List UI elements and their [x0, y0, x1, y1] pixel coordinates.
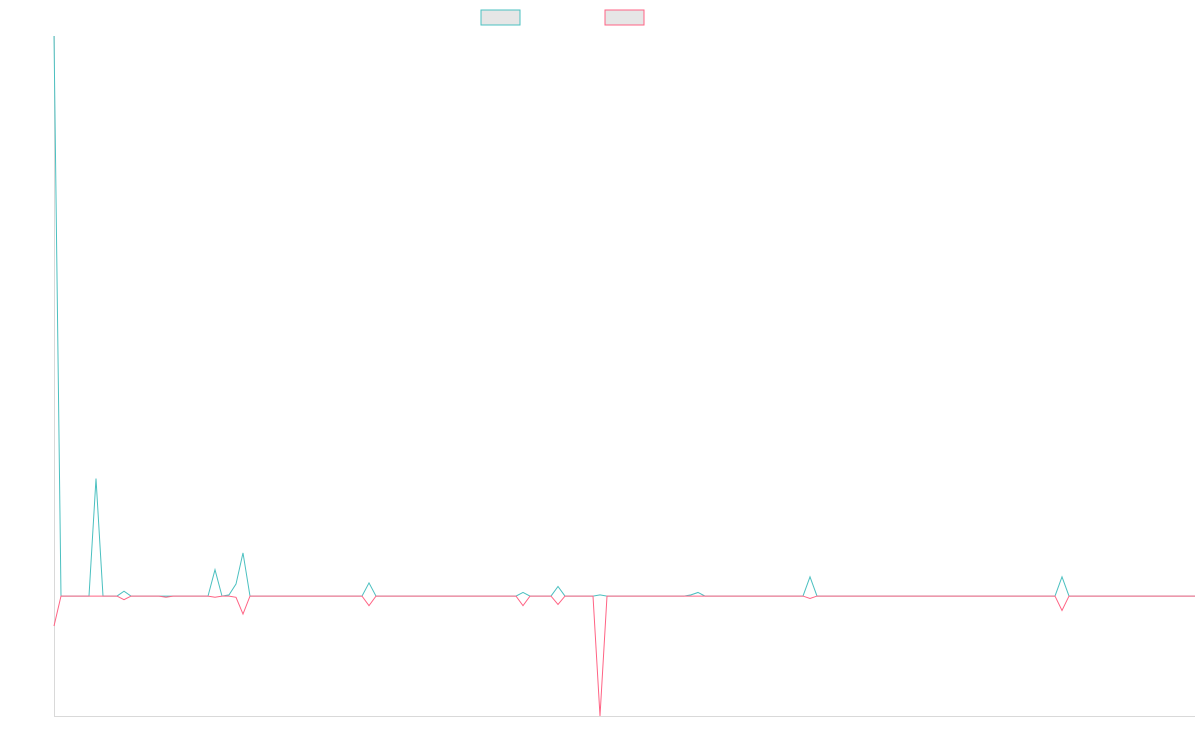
legend — [480, 9, 645, 26]
series-line-teal — [53, 35, 1195, 597]
plot-area — [53, 35, 1195, 717]
legend-swatch-teal[interactable] — [480, 9, 521, 26]
legend-swatch-pink[interactable] — [604, 9, 645, 26]
series-line-pink — [53, 595, 1195, 717]
series-layer — [53, 35, 1195, 717]
